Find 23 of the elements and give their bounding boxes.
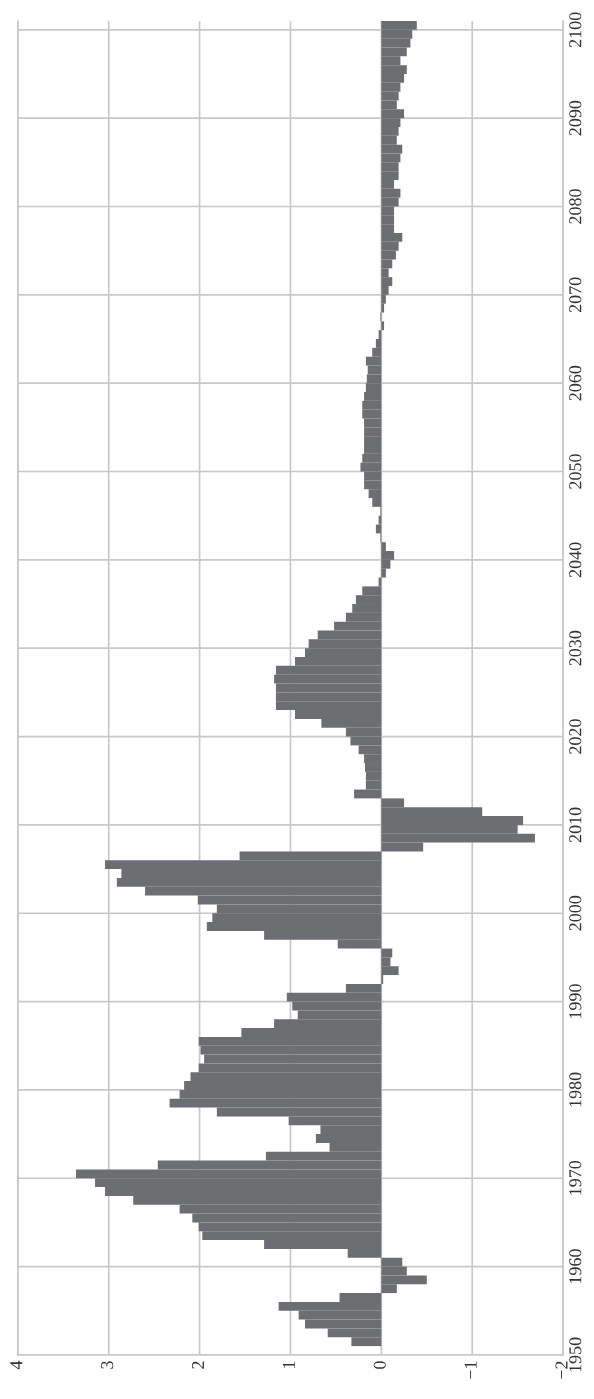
y-tick-label: 2080 — [569, 189, 582, 224]
x-tick-label: −1 — [464, 1361, 477, 1379]
y-tick-label: 2020 — [569, 719, 582, 754]
x-tick-label: 4 — [10, 1360, 23, 1370]
y-tick-label: 2050 — [569, 454, 582, 489]
y-tick-label: 1970 — [569, 1160, 582, 1195]
y-tick-label: 2000 — [569, 895, 582, 931]
x-tick-label: 1 — [282, 1361, 295, 1368]
y-tick-label: 2040 — [569, 542, 582, 578]
y-tick-label: 1980 — [569, 1072, 582, 1107]
y-tick-label: 2090 — [569, 100, 582, 136]
x-tick-label: 0 — [373, 1361, 386, 1369]
x-tick-label: 3 — [101, 1361, 114, 1369]
x-tick-label: 2 — [191, 1361, 204, 1369]
y-tick-label: 1990 — [569, 984, 582, 1019]
x-tick-label: −2 — [555, 1361, 568, 1379]
y-tick-label: 2030 — [569, 630, 582, 666]
y-tick-label: 2100 — [569, 12, 582, 48]
y-tick-label: 2010 — [569, 807, 582, 843]
y-tick-label: 1960 — [569, 1249, 582, 1284]
y-tick-label: 2060 — [569, 365, 582, 401]
y-tick-label: 2070 — [569, 277, 582, 313]
y-tick-label: 1950 — [569, 1337, 582, 1372]
